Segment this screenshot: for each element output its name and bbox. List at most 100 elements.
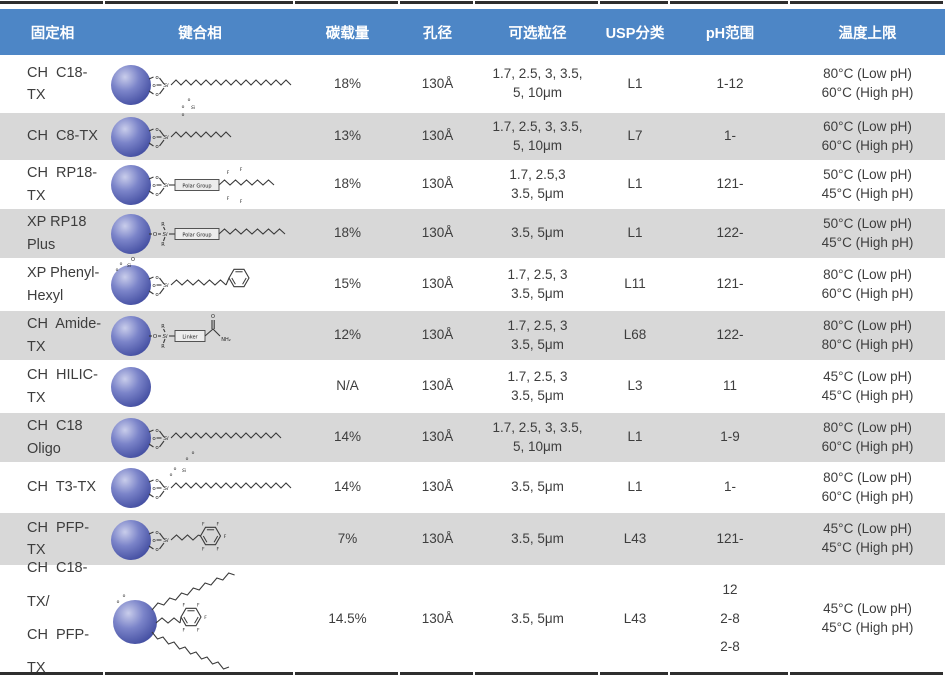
svg-text:R: R <box>161 324 165 330</box>
cell-usp-class: L7 <box>627 128 643 144</box>
cell-temp-limit: 80°C (Low pH) 60°C (High pH) <box>821 419 914 454</box>
table-row: CH C18-TX/ CH PFP-TX o o F F F F F 14.5% 130Å 3.5,… <box>0 560 945 676</box>
svg-text:o: o <box>152 486 156 492</box>
cell-stationary-phase: CH PFP-TX <box>27 519 90 558</box>
svg-text:F: F <box>197 627 200 633</box>
svg-text:Si: Si <box>163 436 168 442</box>
svg-text:o: o <box>155 478 159 484</box>
cell-particle-sizes: 1.7, 2.5, 3 3.5, 5μm <box>507 317 568 352</box>
cell-carbon-load: 14% <box>333 479 362 495</box>
svg-text:F: F <box>197 602 200 608</box>
cell-ph-range: 121- <box>716 176 744 192</box>
svg-text:Si: Si <box>162 334 167 340</box>
border-segment <box>790 672 943 675</box>
border-segment <box>0 672 103 675</box>
border-segment <box>295 672 398 675</box>
svg-text:o: o <box>155 292 159 298</box>
cell-usp-class: L68 <box>623 327 647 343</box>
svg-text:o: o <box>155 192 159 198</box>
table-row: XP Phenyl- Hexyl o o o Si o Si o 15% 130Å 1.7, 2.5… <box>0 258 945 310</box>
border-segment <box>400 1 473 4</box>
svg-text:F: F <box>216 546 219 552</box>
cell-particle-sizes: 1.7, 2.5,3 3.5, 5μm <box>509 166 566 201</box>
cell-temp-limit: 50°C (Low pH) 45°C (High pH) <box>821 215 914 250</box>
svg-text:O: O <box>153 334 158 340</box>
cell-usp-class: L1 <box>627 75 643 91</box>
header-usp-class: USP分类 <box>605 25 665 42</box>
svg-text:o: o <box>182 105 185 110</box>
table-row: CH PFP-TX o o o Si F F F F F 7% 130Å 3.5, 5μm L43 121-… <box>0 512 945 565</box>
cell-temp-limit: 80°C (Low pH) 60°C (High pH) <box>821 266 914 301</box>
table-row: CH C18-TX o o o Si o o Si o 18% 130Å 1.7, 2.5, 3, 3… <box>0 55 945 118</box>
svg-text:o: o <box>155 495 159 501</box>
svg-text:R: R <box>161 344 165 350</box>
svg-text:Si: Si <box>163 486 168 492</box>
table-bottom-border <box>0 672 945 675</box>
cell-bonded-phase: R R O Si Polar Group O <box>105 209 295 263</box>
svg-text:F: F <box>224 534 227 540</box>
border-segment <box>400 672 473 675</box>
cell-particle-sizes: 3.5, 5μm <box>511 610 564 626</box>
svg-text:O: O <box>131 257 135 263</box>
svg-text:O: O <box>211 314 215 320</box>
svg-text:O: O <box>153 232 158 238</box>
cell-ph-range: 1- <box>723 479 736 495</box>
cell-usp-class: L3 <box>627 378 643 394</box>
cell-ph-range: 121- <box>716 276 744 292</box>
svg-text:o: o <box>155 547 159 553</box>
svg-text:Si: Si <box>127 263 132 269</box>
svg-text:o: o <box>155 428 159 434</box>
table-row: XP RP18 Plus R R O Si Polar Group O 18% 130Å 3.5,… <box>0 208 945 263</box>
svg-text:o: o <box>155 530 159 536</box>
cell-carbon-load: 18% <box>333 176 362 192</box>
cell-pore-size: 130Å <box>421 176 454 192</box>
svg-text:F: F <box>204 615 207 621</box>
cell-bonded-phase: o o o Si F F F F F <box>105 513 295 565</box>
svg-text:o: o <box>155 92 159 98</box>
cell-usp-class: L43 <box>623 610 647 626</box>
svg-text:o: o <box>152 283 156 289</box>
svg-text:o: o <box>117 600 120 605</box>
svg-text:F: F <box>240 199 243 205</box>
table-body: CH C18-TX o o o Si o o Si o 18% 130Å 1.7, 2.5, 3, 3… <box>0 55 945 676</box>
cell-carbon-load: 13% <box>333 128 362 144</box>
cell-pore-size: 130Å <box>421 610 454 626</box>
cell-particle-sizes: 1.7, 2.5, 3 3.5, 5μm <box>507 368 568 403</box>
cell-stationary-phase: CH RP18-TX <box>27 165 98 204</box>
cell-carbon-load: 12% <box>333 327 362 343</box>
cell-particle-sizes: 1.7, 2.5, 3, 3.5, 5, 10μm <box>492 419 583 454</box>
svg-text:o: o <box>155 275 159 281</box>
cell-carbon-load: 18% <box>333 225 362 241</box>
svg-text:o: o <box>152 183 156 189</box>
cell-pore-size: 130Å <box>421 327 454 343</box>
border-segment <box>475 1 598 4</box>
cell-carbon-load: 7% <box>337 530 358 546</box>
svg-text:F: F <box>202 521 205 527</box>
svg-text:F: F <box>216 521 219 527</box>
cell-carbon-load: 14.5% <box>328 610 367 626</box>
border-segment <box>475 672 598 675</box>
svg-text:o: o <box>152 436 156 442</box>
table-row: CH T3-TX o o o Si o Si o 14% 130Å 3.5, 5μm L1 1- 80°C… <box>0 462 945 512</box>
cell-stationary-phase: CH C8-TX <box>27 128 98 145</box>
svg-text:Si: Si <box>163 283 168 289</box>
cell-particle-sizes: 1.7, 2.5, 3, 3.5, 5, 10μm <box>492 118 583 153</box>
cell-stationary-phase: CH T3-TX <box>27 479 97 496</box>
header-bonded-phase: 键合相 <box>178 25 222 42</box>
svg-text:Polar Group: Polar Group <box>182 183 211 189</box>
cell-temp-limit: 60°C (Low pH) 60°C (High pH) <box>821 118 914 153</box>
svg-text:o: o <box>152 135 156 141</box>
cell-stationary-phase: XP RP18 Plus <box>27 214 91 253</box>
cell-bonded-phase <box>105 361 295 412</box>
cell-stationary-phase: CH C18-TX <box>27 64 88 103</box>
table-row: CH C18 Oligo o o o Si o o 14% 130Å 1.7, 2.5, 3, 3… <box>0 412 945 462</box>
header-temp-limit: 温度上限 <box>838 25 897 42</box>
cell-temp-limit: 45°C (Low pH) 45°C (High pH) <box>821 368 914 403</box>
cell-particle-sizes: 3.5, 5μm <box>511 530 564 546</box>
